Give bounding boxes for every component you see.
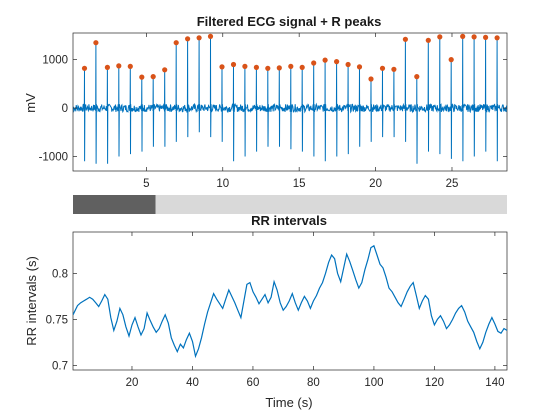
r-peak-marker — [402, 36, 408, 42]
r-peak-marker — [276, 65, 282, 71]
ecg-plot-area — [73, 33, 507, 164]
r-peak-marker — [265, 65, 271, 71]
r-peak-marker — [448, 57, 454, 63]
r-peak-marker — [483, 34, 489, 41]
x-tick-label: 140 — [485, 377, 504, 389]
rr-interval-line — [73, 244, 507, 359]
r-peak-marker — [334, 59, 340, 65]
y-tick-label: 1000 — [42, 55, 68, 67]
y-tick-label: -1000 — [39, 151, 68, 163]
r-peak-marker — [391, 66, 397, 72]
y-tick-label: 0.7 — [52, 360, 68, 372]
r-peak-marker — [253, 64, 259, 70]
r-peak-marker — [437, 34, 443, 40]
r-peak-marker — [368, 76, 374, 82]
ecg-x-ticks: 5 10 15 20 25 — [143, 33, 458, 190]
r-peak-marker — [139, 74, 145, 80]
x-tick-label: 80 — [307, 377, 320, 389]
r-peak-marker — [414, 74, 420, 80]
r-peak-marker — [242, 63, 248, 69]
x-tick-label: 120 — [425, 377, 444, 389]
x-tick-label: 60 — [247, 377, 260, 389]
y-tick-label: 0.8 — [52, 268, 68, 280]
rr-plot-area — [73, 244, 507, 359]
r-peak-marker — [230, 61, 237, 68]
r-peak-marker — [116, 63, 122, 69]
r-peak-marker — [219, 64, 225, 70]
r-peak-marker — [127, 63, 133, 69]
r-peak-marker — [471, 34, 477, 40]
x-tick-label: 10 — [216, 178, 229, 190]
r-peak-marker — [299, 64, 305, 70]
rr-x-axis-label: Time (s) — [265, 395, 312, 410]
rr-y-axis-label: RR intervals (s) — [24, 256, 39, 346]
r-peak-marker — [196, 35, 202, 41]
r-peak-marker — [207, 33, 214, 40]
x-tick-label: 5 — [143, 178, 149, 190]
r-peak-marker — [356, 64, 363, 70]
r-peak-marker — [345, 61, 351, 68]
r-peak-marker — [322, 57, 328, 63]
rr-axes-box — [72, 231, 508, 371]
r-peak-marker — [150, 74, 156, 80]
time-slider-thumb[interactable] — [73, 195, 156, 214]
r-peak-marker — [379, 65, 386, 71]
r-peak-marker — [81, 65, 88, 71]
time-slider-track[interactable] — [73, 195, 507, 214]
ecg-signal-line — [73, 36, 507, 164]
ecg-axes-box — [72, 32, 508, 172]
rr-chart-title: RR intervals — [251, 213, 327, 228]
ecg-y-ticks: -1000 0 1000 — [39, 55, 507, 163]
x-tick-label: 15 — [293, 178, 306, 190]
r-peak-marker — [288, 63, 294, 69]
y-tick-label: 0.75 — [46, 314, 68, 326]
r-peak-marker — [93, 40, 99, 46]
rr-x-ticks: 20 40 60 80 100 120 140 — [126, 232, 504, 389]
r-peak-marker — [460, 33, 466, 40]
r-peak-marker — [185, 36, 191, 42]
x-tick-label: 20 — [369, 178, 382, 190]
r-peak-marker — [494, 35, 500, 41]
x-tick-label: 20 — [126, 377, 139, 389]
ecg-y-axis-label: mV — [23, 93, 38, 113]
x-tick-label: 100 — [364, 377, 383, 389]
r-peak-marker — [162, 67, 168, 73]
r-peak-marker — [311, 60, 317, 66]
x-tick-label: 40 — [186, 377, 199, 389]
rr-y-ticks: 0.7 0.75 0.8 — [46, 268, 507, 372]
r-peak-marker — [104, 64, 110, 70]
r-peak-marker — [173, 40, 179, 46]
x-tick-label: 25 — [446, 178, 459, 190]
ecg-chart-title: Filtered ECG signal + R peaks — [197, 14, 382, 29]
y-tick-label: 0 — [62, 103, 68, 115]
r-peak-marker — [425, 37, 431, 43]
